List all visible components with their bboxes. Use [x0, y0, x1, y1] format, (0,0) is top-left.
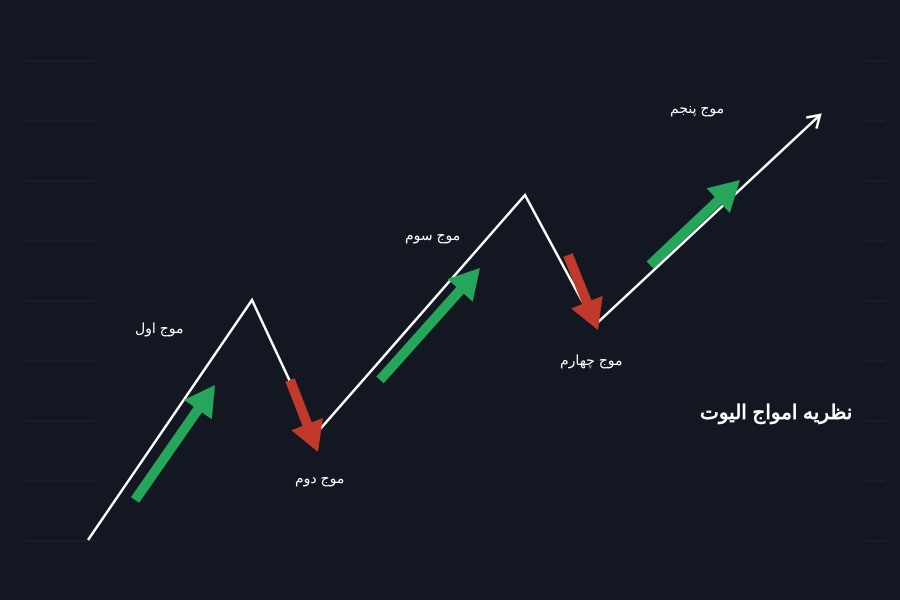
diagram-title: نظریه امواج الیوت — [700, 400, 852, 425]
wave5-arrow-icon — [647, 180, 740, 269]
wave4-arrow-icon — [563, 253, 602, 330]
wave2-label: موج دوم — [295, 470, 344, 487]
wave3-label: موج سوم — [405, 227, 460, 244]
wave4-label: موج چهارم — [560, 352, 622, 369]
wave1-arrow-icon — [131, 385, 215, 503]
elliott-wave-diagram — [0, 0, 900, 600]
wave2-arrow-icon — [285, 378, 323, 452]
wave1-label: موج اول — [135, 320, 183, 337]
wave5-label: موج پنجم — [670, 100, 724, 117]
wave3-arrow-icon — [376, 268, 480, 383]
